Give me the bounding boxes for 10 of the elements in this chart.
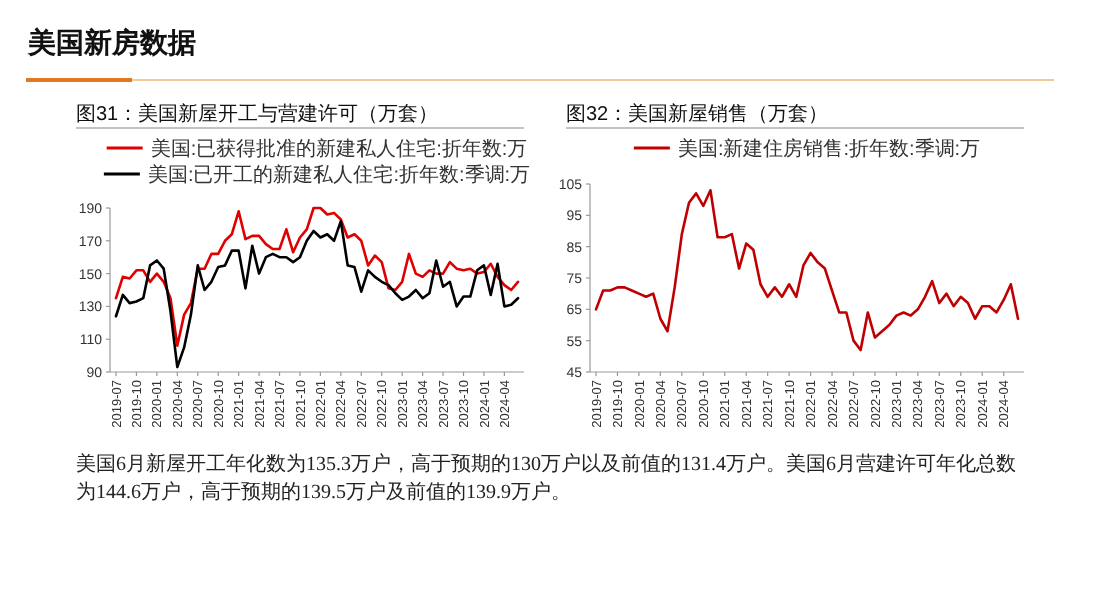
line-series <box>114 206 520 348</box>
chart-title: 图31：美国新屋开工与营建许可（万套） <box>76 102 439 126</box>
legend-label: 美国:已开工的新建私人住宅:折年数:季调:万 <box>147 163 531 187</box>
legend-label: 美国:新建住房销售:折年数:季调:万 <box>677 137 981 161</box>
text: 美国6月新屋开工年化数为135.3万户，高于预期的130万户以及前值的131.4万户。美国6月营建许可年化总数为144.6万户，高于预期的139.5万户及前值的139.9万户。 <box>76 452 1018 508</box>
chart-title: 图32：美国新屋销售（万套） <box>566 102 829 126</box>
line-series <box>114 219 520 369</box>
line-series <box>594 188 1020 352</box>
text: 美国新房数据 <box>26 26 196 58</box>
legend-label: 美国:已获得批准的新建私人住宅:折年数:万 <box>150 137 528 161</box>
